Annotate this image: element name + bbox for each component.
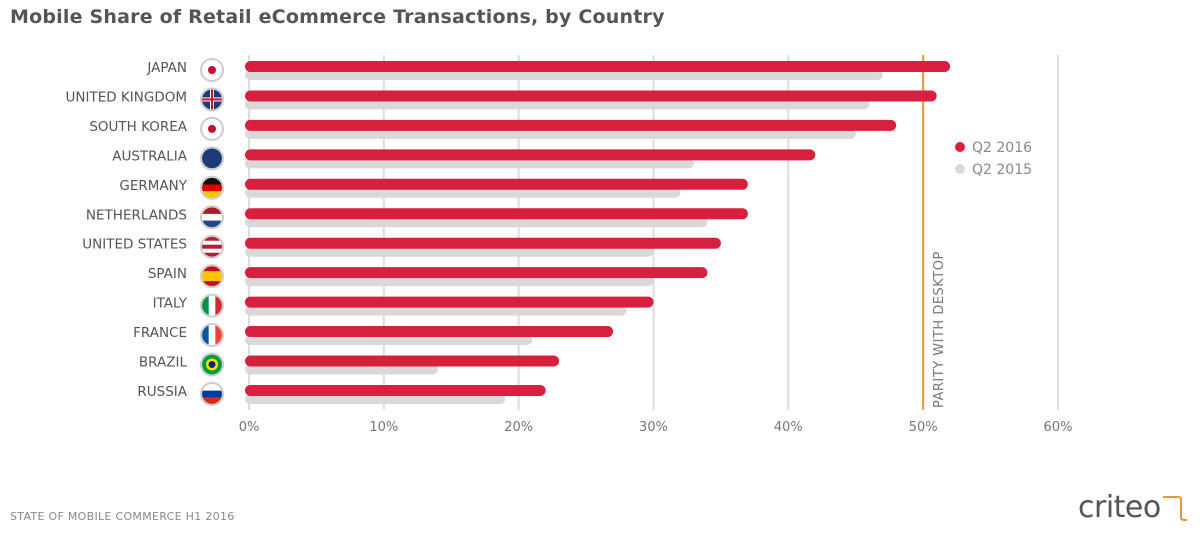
spain-flag-icon (202, 266, 222, 287)
country-label: NETHERLANDS (86, 207, 187, 223)
bar-q2-2015 (245, 158, 694, 169)
netherlands-flag-icon (202, 207, 222, 228)
bar-q2-2016 (245, 267, 708, 279)
russia-flag-icon (202, 383, 222, 404)
bar-q2-2016 (245, 355, 560, 367)
country-label: UNITED STATES (82, 237, 187, 253)
country-label: BRAZIL (139, 355, 188, 371)
flag-ring (200, 323, 224, 348)
japan-flag-icon (202, 60, 222, 80)
italy-flag-icon (202, 295, 222, 316)
flag-ring (200, 264, 224, 289)
x-tick-label: 40% (774, 420, 803, 435)
bar-q2-2015 (245, 305, 627, 316)
bar-q2-2015 (245, 364, 438, 375)
country-label: UNITED KINGDOM (66, 89, 188, 105)
flag-ring (200, 146, 224, 171)
uk-flag-icon (202, 89, 222, 110)
x-tick-label: 10% (369, 420, 398, 435)
parity-label: PARITY WITH DESKTOP (932, 251, 947, 408)
us-flag-icon (202, 236, 222, 257)
footer-source: STATE OF MOBILE COMMERCE H1 2016 (10, 510, 235, 523)
bar-q2-2016 (245, 384, 546, 396)
flag-ring (200, 205, 224, 230)
x-tick-label: 0% (239, 420, 260, 435)
country-label: AUSTRALIA (112, 148, 188, 164)
legend-label-q2-2015: Q2 2015 (972, 162, 1032, 178)
bar-q2-2016 (245, 208, 748, 220)
bar-q2-2015 (245, 335, 533, 346)
logo-text: criteo (1078, 490, 1161, 525)
x-tick-label: 30% (639, 420, 668, 435)
brazil-flag-icon (202, 354, 222, 375)
country-label: RUSSIA (137, 384, 187, 400)
bar-q2-2015 (245, 128, 856, 139)
criteo-logo: criteo (1078, 490, 1161, 525)
legend-marker-q2-2015 (955, 164, 965, 174)
country-label: JAPAN (146, 60, 187, 76)
south-korea-flag-icon (202, 118, 222, 139)
flag-ring (200, 352, 224, 377)
france-flag-icon (202, 325, 222, 346)
country-label: GERMANY (119, 178, 187, 194)
logo-bracket (1163, 496, 1187, 521)
bar-q2-2015 (245, 70, 883, 80)
bar-q2-2016 (245, 296, 654, 308)
flag-ring (200, 116, 224, 141)
bar-q2-2015 (245, 217, 708, 228)
australia-flag-icon (202, 148, 222, 169)
bar-q2-2015 (245, 393, 506, 404)
country-label: FRANCE (133, 325, 187, 341)
country-label: SOUTH KOREA (89, 119, 187, 135)
legend-label-q2-2016: Q2 2016 (972, 140, 1032, 156)
flag-ring (200, 58, 224, 82)
bar-q2-2016 (245, 237, 721, 249)
flag-ring (200, 381, 224, 406)
germany-flag-icon (202, 177, 222, 198)
flag-ring (200, 175, 224, 200)
bar-q2-2015 (245, 99, 870, 110)
bar-q2-2015 (245, 246, 654, 257)
bar-q2-2016 (245, 326, 614, 338)
bar-q2-2016 (245, 149, 816, 161)
flag-ring (200, 234, 224, 259)
bar-q2-2015 (245, 276, 654, 287)
bar-q2-2015 (245, 187, 681, 198)
bar-q2-2016 (245, 61, 951, 72)
country-label: ITALY (153, 296, 188, 312)
x-tick-label: 20% (504, 420, 533, 435)
bar-q2-2016 (245, 90, 937, 102)
country-label: SPAIN (148, 266, 187, 282)
flag-ring (200, 293, 224, 318)
flag-ring (200, 87, 224, 112)
legend-marker-q2-2016 (955, 142, 965, 152)
x-tick-label: 50% (909, 420, 938, 435)
bar-q2-2016 (245, 178, 748, 190)
chart-title: Mobile Share of Retail eCommerce Transac… (10, 6, 665, 28)
x-tick-label: 60% (1044, 420, 1073, 435)
bar-q2-2016 (245, 119, 897, 131)
